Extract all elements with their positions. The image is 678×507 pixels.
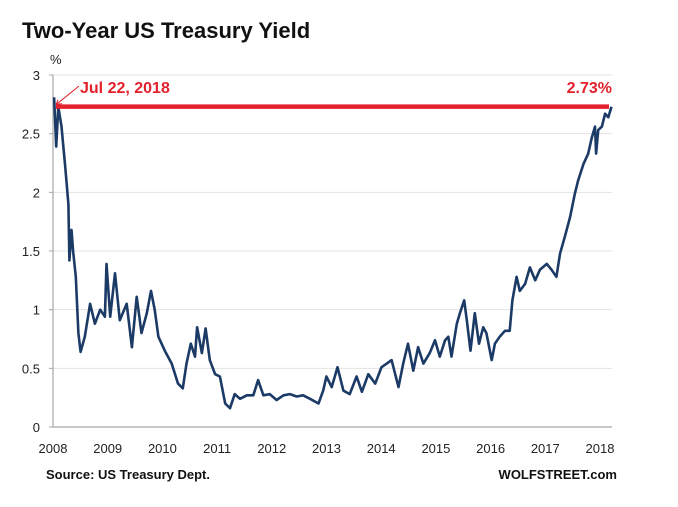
y-tick-label: 2 — [33, 185, 40, 200]
x-tick-label: 2015 — [421, 441, 450, 456]
y-tick-label: 0.5 — [22, 361, 40, 376]
x-tick-label: 2012 — [257, 441, 286, 456]
annotation-value-label: 2.73% — [567, 80, 612, 97]
annotation-arrow — [55, 85, 80, 106]
chart-title: Two-Year US Treasury Yield — [22, 18, 310, 43]
gridlines — [49, 74, 612, 428]
series-line-two-year-yield — [52, 97, 613, 410]
y-tick-label: 0 — [33, 420, 40, 435]
x-tick-labels: 2008 2009 2010 2011 2012 2013 2014 2015 2016 2017… — [39, 441, 615, 456]
y-tick-label: 3 — [33, 68, 40, 83]
x-tick-label: 2009 — [93, 441, 122, 456]
x-tick-label: 2013 — [312, 441, 341, 456]
y-tick-labels: 0 0.5 1 1.5 2 2.5 3 — [22, 68, 40, 435]
y-axis-label: % — [50, 52, 62, 67]
annotation-date-label: Jul 22, 2018 — [80, 80, 170, 97]
x-tick-label: 2018 — [586, 441, 615, 456]
brand-label: WOLFSTREET.com — [499, 467, 617, 482]
x-tick-label: 2016 — [476, 441, 505, 456]
x-tick-label: 2011 — [203, 441, 231, 456]
x-tick-label: 2014 — [367, 441, 396, 456]
y-tick-label: 1.5 — [22, 244, 40, 259]
x-tick-label: 2010 — [148, 441, 177, 456]
x-tick-label: 2017 — [531, 441, 560, 456]
x-tick-label: 2008 — [39, 441, 68, 456]
source-note: Source: US Treasury Dept. — [46, 467, 210, 482]
y-tick-label: 1 — [33, 303, 40, 318]
y-tick-label: 2.5 — [22, 127, 40, 142]
